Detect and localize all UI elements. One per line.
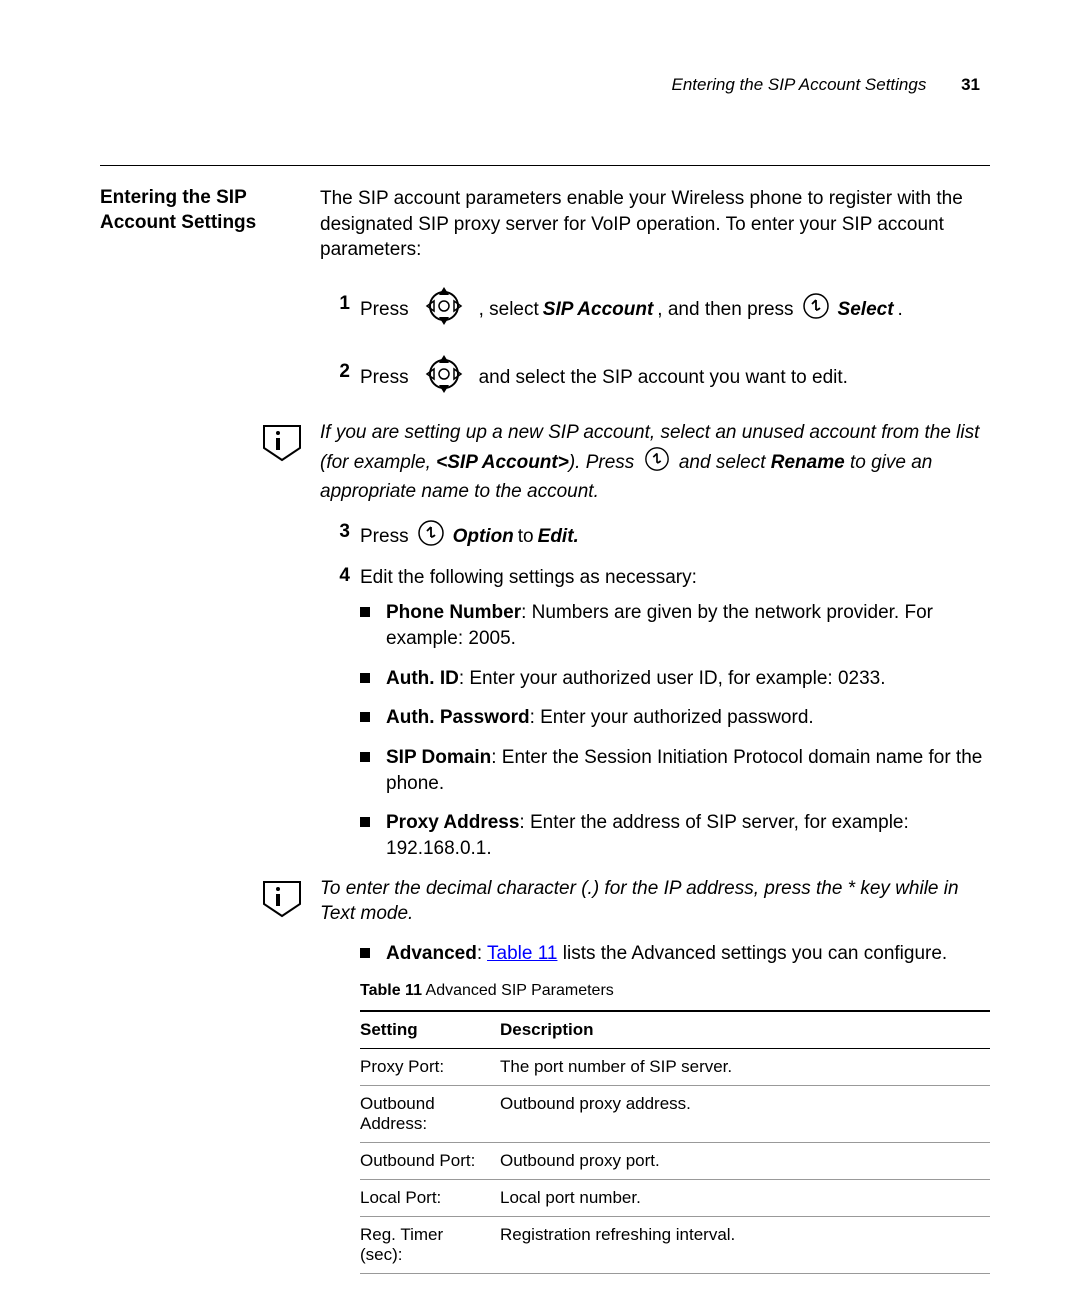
table-row: Outbound Port: Outbound proxy port. xyxy=(360,1143,990,1180)
intro-paragraph: The SIP account parameters enable your W… xyxy=(320,186,990,263)
section-title-l2: Account Settings xyxy=(100,212,256,233)
bullet-icon xyxy=(360,817,370,827)
select-label: Select xyxy=(838,297,894,323)
sip-placeholder: <SIP Account> xyxy=(436,452,569,473)
edit-label: Edit. xyxy=(538,524,579,550)
caption-bold: Table 11 xyxy=(360,982,422,999)
content-columns: Entering the SIP Account Settings The SI… xyxy=(100,186,990,1274)
dpad-icon xyxy=(417,349,471,407)
bullet-icon xyxy=(360,607,370,617)
bullet-label: Proxy Address xyxy=(386,812,519,833)
text: . xyxy=(898,297,903,323)
softkey-icon xyxy=(417,519,445,555)
note-block-2: To enter the decimal character (.) for t… xyxy=(260,876,990,927)
step-3: 3 Press Option to Edit. xyxy=(320,519,990,555)
step-number: 3 xyxy=(320,519,350,543)
text: and select xyxy=(679,452,766,473)
bullet-list-2: Advanced: Table 11 lists the Advanced se… xyxy=(360,941,990,967)
list-item: SIP Domain: Enter the Session Initiation… xyxy=(360,745,990,796)
note-text: To enter the decimal character (.) for t… xyxy=(320,876,990,927)
table-row: Outbound Address: Outbound proxy address… xyxy=(360,1086,990,1143)
option-label: Option xyxy=(453,524,514,550)
section-title: Entering the SIP Account Settings xyxy=(100,186,300,235)
col-setting: Setting xyxy=(360,1011,500,1049)
bullet-label: Advanced xyxy=(386,943,477,964)
step-body: Press , select SIP xyxy=(360,281,990,339)
cell-setting: Local Port: xyxy=(360,1180,500,1217)
cell-setting: Outbound Port: xyxy=(360,1143,500,1180)
step-body: Press and select the SIP accou xyxy=(360,349,990,407)
step-body: Edit the following settings as necessary… xyxy=(360,565,990,591)
text: ). Press xyxy=(569,452,634,473)
table-header-row: Setting Description xyxy=(360,1011,990,1049)
step-4: 4 Edit the following settings as necessa… xyxy=(320,565,990,591)
table-link[interactable]: Table 11 xyxy=(487,943,557,964)
text: lists the Advanced settings you can conf… xyxy=(557,943,947,964)
list-item: Auth. ID: Enter your authorized user ID,… xyxy=(360,666,990,692)
table-row: Proxy Port: The port number of SIP serve… xyxy=(360,1049,990,1086)
table-row: Local Port: Local port number. xyxy=(360,1180,990,1217)
left-column: Entering the SIP Account Settings xyxy=(100,186,300,1274)
step-number: 2 xyxy=(320,349,350,383)
softkey-icon xyxy=(802,292,830,328)
cell-description: Registration refreshing interval. xyxy=(500,1217,990,1274)
bullet-list: Phone Number: Numbers are given by the n… xyxy=(360,600,990,861)
softkey-icon xyxy=(644,446,670,480)
text: : xyxy=(477,943,487,964)
bullet-icon xyxy=(360,673,370,683)
advanced-sip-table: Setting Description Proxy Port: The port… xyxy=(360,1010,990,1274)
step-number: 1 xyxy=(320,281,350,315)
step-number: 4 xyxy=(320,565,350,587)
caption-rest: Advanced SIP Parameters xyxy=(422,982,614,999)
table-row: Reg. Timer (sec): Registration refreshin… xyxy=(360,1217,990,1274)
bullet-label: Auth. ID xyxy=(386,668,459,689)
running-title: Entering the SIP Account Settings xyxy=(672,75,927,94)
cell-description: Local port number. xyxy=(500,1180,990,1217)
step-2: 2 Press xyxy=(320,349,990,407)
bullet-icon xyxy=(360,948,370,958)
dpad-icon xyxy=(417,281,471,339)
step-1: 1 Press xyxy=(320,281,990,339)
cell-description: The port number of SIP server. xyxy=(500,1049,990,1086)
text: and select the SIP account you want to e… xyxy=(479,365,848,391)
cell-setting: Proxy Port: xyxy=(360,1049,500,1086)
page-number: 31 xyxy=(961,75,980,94)
table-caption: Table 11 Advanced SIP Parameters xyxy=(360,982,990,1000)
bullet-icon xyxy=(360,752,370,762)
step-body: Press Option to Edit. xyxy=(360,519,990,555)
section-title-l1: Entering the SIP xyxy=(100,187,247,208)
note-text: If you are setting up a new SIP account,… xyxy=(320,420,990,505)
text: to xyxy=(518,524,534,550)
note-block-1: If you are setting up a new SIP account,… xyxy=(260,420,990,505)
bullet-label: Phone Number xyxy=(386,602,521,623)
cell-description: Outbound proxy address. xyxy=(500,1086,990,1143)
info-note-icon xyxy=(260,420,304,469)
cell-description: Outbound proxy port. xyxy=(500,1143,990,1180)
list-item: Advanced: Table 11 lists the Advanced se… xyxy=(360,941,990,967)
bullet-label: Auth. Password xyxy=(386,707,530,728)
cell-setting: Outbound Address: xyxy=(360,1086,500,1143)
right-column: The SIP account parameters enable your W… xyxy=(320,186,990,1274)
list-item: Phone Number: Numbers are given by the n… xyxy=(360,600,990,651)
sip-account-label: SIP Account xyxy=(543,297,654,323)
bullet-icon xyxy=(360,712,370,722)
page-container: Entering the SIP Account Settings 31 Ent… xyxy=(0,0,1080,1314)
text: Press xyxy=(360,297,409,323)
bullet-text: : Enter your authorized password. xyxy=(530,707,814,728)
bullet-label: SIP Domain xyxy=(386,747,491,768)
text: , and then press xyxy=(657,297,793,323)
bullet-text: : Enter your authorized user ID, for exa… xyxy=(459,668,886,689)
list-item: Auth. Password: Enter your authorized pa… xyxy=(360,705,990,731)
info-note-icon xyxy=(260,876,304,925)
running-header: Entering the SIP Account Settings 31 xyxy=(100,75,990,95)
step-list: 1 Press xyxy=(320,281,990,1275)
col-description: Description xyxy=(500,1011,990,1049)
rename-label: Rename xyxy=(771,452,845,473)
cell-setting: Reg. Timer (sec): xyxy=(360,1217,500,1274)
text: Press xyxy=(360,365,409,391)
list-item: Proxy Address: Enter the address of SIP … xyxy=(360,810,990,861)
text: , select xyxy=(479,297,539,323)
divider xyxy=(100,165,990,166)
text: Press xyxy=(360,524,409,550)
